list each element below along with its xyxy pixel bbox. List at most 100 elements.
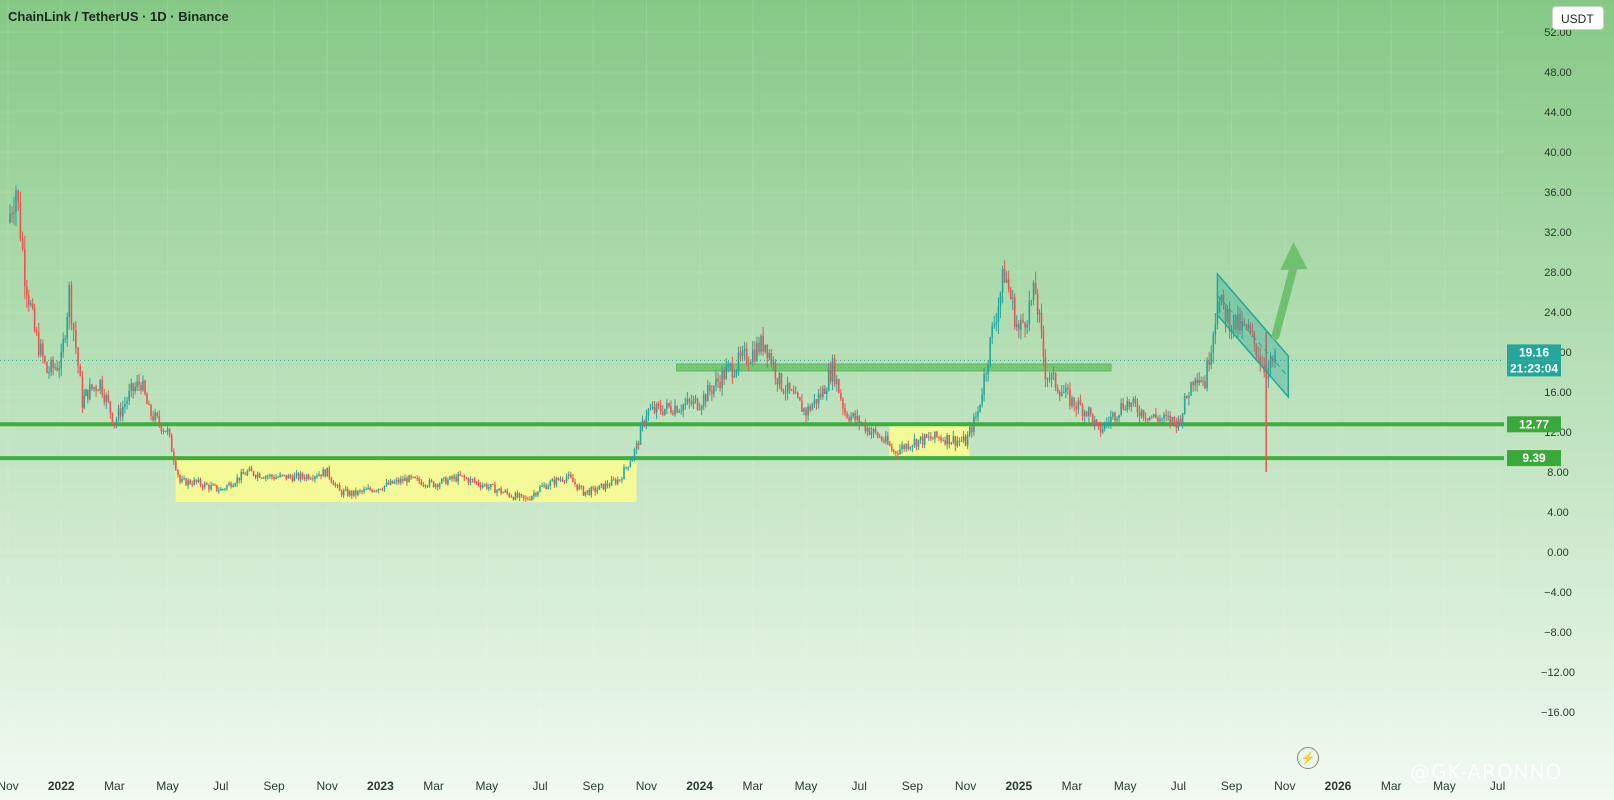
candle-body xyxy=(1103,422,1106,429)
candle-body xyxy=(739,352,742,357)
candle-body xyxy=(1190,382,1192,396)
candle-body xyxy=(170,435,173,452)
candle-body xyxy=(179,475,181,483)
candle-body xyxy=(414,476,416,479)
candle-body xyxy=(1122,403,1124,410)
candle-body xyxy=(297,473,300,480)
candle-body xyxy=(363,489,365,492)
candle-body xyxy=(402,478,404,482)
x-tick-label: Jul xyxy=(852,779,867,793)
candle-body xyxy=(890,445,893,451)
candle-body xyxy=(525,497,527,499)
candle-body xyxy=(136,381,138,388)
candle-body xyxy=(848,417,850,421)
candle-body xyxy=(1069,389,1071,406)
candle-body xyxy=(684,403,687,405)
candle-body xyxy=(981,394,983,405)
candle-body xyxy=(547,486,549,490)
breakout-arrow-shaft xyxy=(1271,256,1300,340)
candle-body xyxy=(1148,416,1151,420)
candle-body xyxy=(488,487,490,489)
candle-body xyxy=(293,475,296,481)
currency-button[interactable]: USDT xyxy=(1552,6,1604,30)
candle-body xyxy=(506,490,509,494)
candle-body xyxy=(911,445,914,448)
candle-body xyxy=(248,468,251,471)
candle-body xyxy=(792,390,795,394)
x-tick-label: Mar xyxy=(423,779,444,793)
y-tick-label: 52.00 xyxy=(1544,27,1572,39)
price-label-badge xyxy=(1507,416,1561,433)
candle-body xyxy=(653,406,656,413)
x-tick-label: May xyxy=(1114,779,1137,793)
candle-body xyxy=(496,490,498,493)
candle-body xyxy=(886,436,889,444)
candle-body xyxy=(637,443,640,445)
candle-body xyxy=(299,473,302,480)
candle-body xyxy=(1259,356,1261,364)
resistance-zone xyxy=(676,363,1112,372)
candle-body xyxy=(1105,422,1108,424)
candle-body xyxy=(1058,391,1061,396)
candle-body xyxy=(676,406,678,413)
candle-body xyxy=(89,384,91,400)
candle-body xyxy=(322,469,324,477)
candle-body xyxy=(1044,356,1047,380)
candle-body xyxy=(29,303,32,305)
candle-body xyxy=(1224,305,1227,323)
candle-body xyxy=(512,497,515,500)
x-tick-label: May xyxy=(1433,779,1456,793)
y-tick-label: −12.00 xyxy=(1541,667,1575,679)
candle-body xyxy=(445,477,447,485)
candle-body xyxy=(328,467,331,478)
candle-body xyxy=(483,484,486,486)
candle-body xyxy=(892,450,895,452)
candle-body xyxy=(267,476,269,478)
candle-body xyxy=(983,374,985,395)
symbol-title[interactable]: ChainLink / TetherUS · 1D · Binance xyxy=(8,9,229,24)
candle-body xyxy=(371,489,374,492)
candle-body xyxy=(633,449,636,458)
candle-body xyxy=(1241,320,1243,331)
candle-body xyxy=(661,411,664,415)
candle-body xyxy=(83,395,86,408)
candle-body xyxy=(9,213,11,222)
candle-body xyxy=(432,481,435,488)
candle-body xyxy=(310,478,312,480)
candle-body xyxy=(563,480,566,482)
candle-body xyxy=(385,482,388,486)
range-box xyxy=(175,456,637,502)
candle-body xyxy=(682,404,685,411)
candle-body xyxy=(93,387,95,389)
candle-body xyxy=(977,411,979,417)
candle-body xyxy=(635,443,638,450)
lightning-icon[interactable]: ⚡ xyxy=(1297,747,1319,769)
candle-body xyxy=(1204,381,1206,389)
candle-body xyxy=(140,385,142,391)
candle-body xyxy=(1155,414,1157,418)
candle-body xyxy=(567,474,570,477)
candle-body xyxy=(1028,301,1031,325)
candle-body xyxy=(391,480,394,484)
candle-body xyxy=(944,440,946,445)
candle-body xyxy=(749,362,752,364)
candle-body xyxy=(168,428,171,436)
candle-body xyxy=(244,474,247,476)
candle-body xyxy=(993,324,996,326)
candle-body xyxy=(15,190,17,213)
candle-body xyxy=(794,392,797,394)
candle-body xyxy=(561,479,564,481)
candle-body xyxy=(917,439,920,448)
candle-body xyxy=(574,481,576,485)
candle-body xyxy=(1011,297,1014,299)
descending-channel[interactable] xyxy=(1216,271,1290,400)
candle-body xyxy=(770,353,773,365)
price-axis[interactable] xyxy=(1508,0,1614,800)
candle-body xyxy=(651,406,654,409)
candle-body xyxy=(117,408,120,420)
candle-body xyxy=(827,370,830,391)
candle-body xyxy=(291,477,294,481)
candle-body xyxy=(305,475,308,479)
candle-body xyxy=(612,479,615,481)
